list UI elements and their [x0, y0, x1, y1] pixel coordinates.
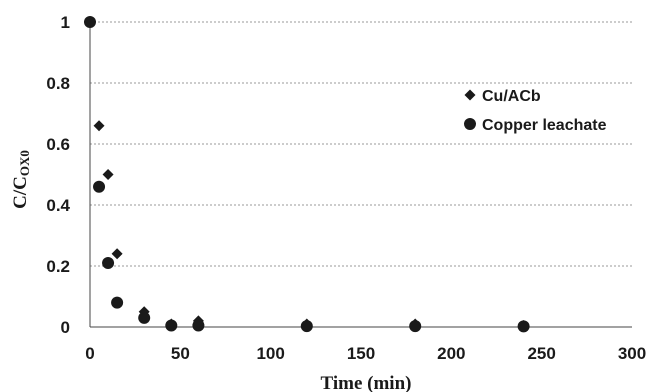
series-cu-acb [84, 16, 530, 331]
data-point-circle [300, 320, 313, 333]
x-tick-label: 300 [618, 344, 646, 363]
y-tick-label: 0 [61, 318, 70, 337]
data-point-circle [192, 319, 205, 332]
legend-label: Copper leachate [482, 117, 607, 134]
data-point-diamond [111, 248, 123, 260]
data-point-circle [111, 296, 124, 309]
y-tick-label: 0.2 [46, 257, 70, 276]
data-point-circle [138, 311, 151, 324]
legend-marker-circle [464, 118, 476, 130]
y-tick-label: 0.4 [46, 196, 70, 215]
x-axis-title: Time (min) [321, 373, 412, 392]
x-tick-label: 0 [85, 344, 94, 363]
x-tick-label: 250 [527, 344, 555, 363]
data-point-circle [165, 319, 178, 332]
data-point-circle [102, 256, 115, 269]
x-tick-label: 150 [347, 344, 375, 363]
y-axis-title: C/COX0 [10, 150, 32, 209]
data-point-circle [93, 180, 106, 193]
series-copper-leachate [84, 16, 530, 333]
x-tick-label: 200 [437, 344, 465, 363]
x-tick-label: 50 [171, 344, 190, 363]
legend-marker-diamond [464, 89, 476, 101]
legend: Cu/ACb Copper leachate [464, 88, 607, 134]
data-point-circle [517, 320, 530, 333]
y-tick-label: 0.6 [46, 135, 70, 154]
y-axis-title-main: C/C [10, 176, 31, 209]
y-tick-label: 0.8 [46, 74, 70, 93]
legend-label: Cu/ACb [482, 88, 541, 105]
data-marks [84, 16, 530, 333]
gridlines [90, 21, 632, 267]
y-tick-label: 1 [61, 13, 70, 32]
axes [89, 22, 632, 328]
x-tick-label: 100 [256, 344, 284, 363]
data-point-diamond [93, 120, 105, 132]
tick-labels: 0 0.2 0.4 0.6 0.8 1 0 50 100 150 200 250 300 [46, 13, 646, 363]
data-point-circle [84, 16, 96, 28]
data-point-circle [409, 320, 422, 333]
data-point-diamond [102, 169, 114, 180]
y-axis-title-subscript: OX0 [17, 150, 32, 176]
